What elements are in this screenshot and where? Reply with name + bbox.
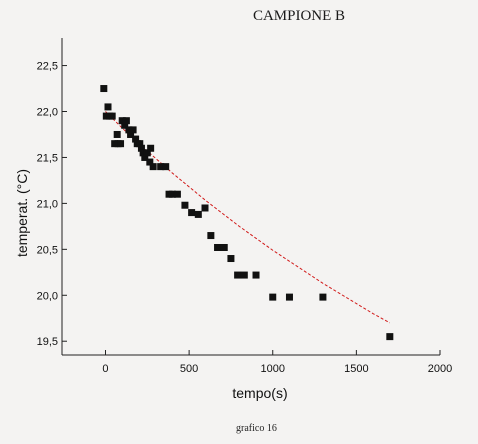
- fit-curve: [105, 111, 391, 324]
- data-point: [113, 130, 121, 138]
- y-tick-label: 20,0: [37, 290, 58, 302]
- data-points: [100, 85, 394, 341]
- data-point: [132, 135, 140, 143]
- data-point: [386, 333, 394, 341]
- data-point: [118, 117, 126, 125]
- data-point: [181, 201, 189, 209]
- data-point: [104, 103, 112, 111]
- data-point: [207, 232, 215, 240]
- data-point: [240, 271, 248, 279]
- data-point: [122, 117, 130, 125]
- data-point: [149, 163, 157, 171]
- data-point: [227, 255, 235, 263]
- x-tick-label: 500: [180, 363, 198, 375]
- data-point: [319, 293, 327, 301]
- data-point: [220, 243, 228, 251]
- y-tick-label: 19,5: [37, 336, 58, 348]
- data-point: [129, 126, 137, 134]
- data-point: [252, 271, 260, 279]
- y-tick-label: 21,0: [37, 198, 58, 210]
- fit-line: [105, 111, 391, 324]
- x-tick-label: 0: [102, 363, 108, 375]
- data-point: [141, 153, 149, 161]
- data-point: [188, 209, 196, 217]
- data-point: [214, 243, 222, 251]
- y-tick-label: 21,5: [37, 152, 58, 164]
- data-point: [100, 85, 108, 93]
- y-tick-label: 20,5: [37, 244, 58, 256]
- x-tick-label: 1000: [261, 363, 285, 375]
- x-tick-label: 1500: [344, 363, 368, 375]
- data-point: [136, 140, 144, 148]
- data-point: [147, 144, 155, 152]
- y-tick-label: 22,5: [37, 61, 58, 73]
- data-point: [127, 130, 135, 138]
- data-point: [173, 190, 181, 198]
- data-point: [157, 163, 165, 171]
- data-point: [125, 126, 133, 134]
- data-point: [108, 112, 116, 120]
- y-tick-label: 22,0: [37, 107, 58, 119]
- data-point: [143, 149, 151, 157]
- data-point: [137, 144, 145, 152]
- data-point: [146, 158, 154, 166]
- chart-title: CAMPIONE B: [252, 8, 346, 24]
- y-axis-label: temperat. (°C): [14, 168, 30, 258]
- figure-caption: grafico 16: [236, 423, 277, 434]
- data-point: [201, 204, 209, 212]
- data-point: [162, 163, 170, 171]
- data-point: [117, 140, 125, 148]
- data-point: [139, 149, 147, 157]
- x-tick-label: 2000: [428, 363, 452, 375]
- data-point: [194, 210, 202, 218]
- data-point: [285, 293, 293, 301]
- data-point: [269, 293, 277, 301]
- data-point: [234, 271, 242, 279]
- data-point: [168, 190, 176, 198]
- x-axis-label: tempo(s): [232, 385, 288, 401]
- data-point: [121, 121, 129, 129]
- axes: 19,5 20,0 20,5 21,0 21,5 22,0 22,5 0 500 1000 1500…: [37, 38, 452, 375]
